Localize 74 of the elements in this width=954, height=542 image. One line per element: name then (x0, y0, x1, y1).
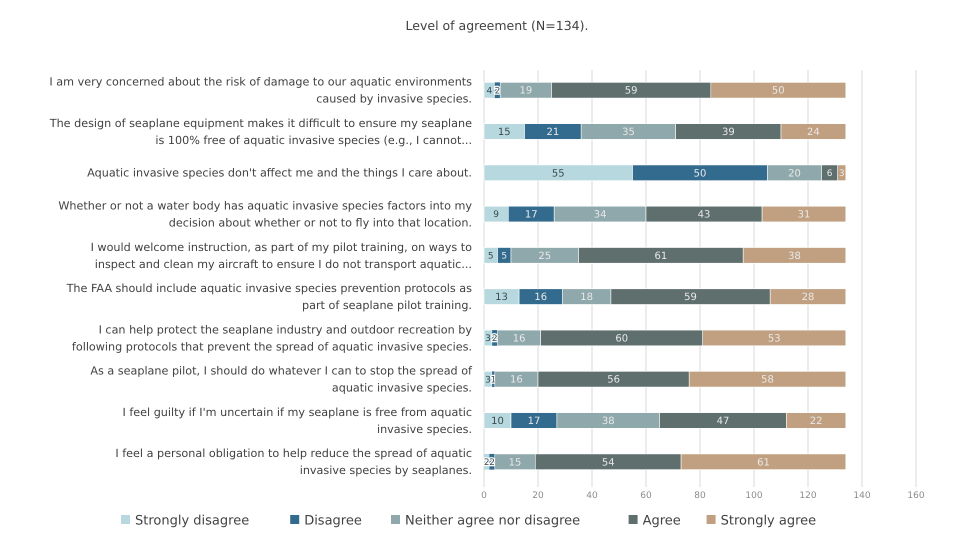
data-label: 28 (802, 292, 814, 304)
data-label: 31 (798, 210, 810, 221)
data-label: 20 (788, 168, 801, 180)
legend-label: Strongly agree (720, 514, 816, 529)
data-label: 58 (761, 374, 774, 386)
data-label: 16 (512, 333, 526, 344)
data-label: 3 (485, 334, 491, 344)
data-label: 2 (494, 86, 500, 96)
data-label: 25 (538, 250, 552, 262)
data-label: 18 (580, 292, 593, 304)
legend-label: Strongly disagree (135, 514, 250, 529)
y-tick-label: I can help protect the seaplane industry and outdoor recreation by following protocols that prevent the spread of aquatic invasive species. (72, 323, 472, 354)
data-label: 2 (489, 458, 495, 468)
data-label: 38 (602, 416, 615, 427)
y-tick-label: I feel a personal obligation to help reduce the spread of aquatic invasive species by seaplanes. (115, 447, 472, 478)
x-tick-label: 160 (907, 491, 925, 501)
data-label: 16 (510, 374, 523, 386)
data-label: 9 (493, 210, 500, 220)
x-tick-label: 0 (481, 491, 488, 501)
x-tick-label: 140 (853, 491, 871, 501)
data-label: 17 (528, 416, 540, 427)
x-tick-label: 120 (799, 491, 817, 501)
chart-title: Level of agreement (N=134). (406, 18, 588, 33)
data-label: 16 (534, 292, 548, 304)
data-label: 15 (508, 457, 522, 468)
data-label: 50 (694, 168, 706, 180)
data-label: 34 (594, 210, 606, 221)
data-label: 24 (807, 127, 820, 138)
data-label: 5 (488, 252, 494, 262)
data-label: 13 (495, 292, 508, 304)
data-label: 3 (838, 168, 845, 179)
data-label: 2 (492, 334, 498, 344)
x-tick-label: 100 (745, 491, 763, 501)
data-label: 61 (757, 457, 770, 468)
data-label: 4 (486, 86, 493, 96)
data-label: 2 (484, 458, 490, 468)
y-tick-label: I am very concerned about the risk of damage to our aquatic environments caused by invasive species. (49, 76, 472, 106)
data-label: 43 (698, 210, 710, 221)
x-tick-label: 60 (640, 491, 652, 501)
legend-label: Agree (642, 514, 681, 529)
data-label: 53 (768, 333, 781, 344)
y-tick-label: As a seaplane pilot, I should do whatever I can to stop the spread of aquatic invasive species. (90, 364, 474, 395)
data-label: 56 (607, 374, 620, 386)
data-label: 21 (546, 127, 560, 138)
x-tick-label: 20 (532, 491, 544, 501)
x-tick-label: 80 (694, 491, 706, 501)
legend-label: Neither agree nor disagree (405, 514, 580, 529)
data-label: 47 (716, 416, 730, 427)
data-label: 61 (654, 250, 668, 262)
data-label: 39 (722, 127, 735, 138)
data-label: 60 (615, 333, 628, 344)
data-label: 6 (826, 168, 833, 179)
data-label: 17 (524, 210, 538, 221)
data-label: 54 (602, 457, 615, 468)
data-label: 59 (624, 86, 638, 97)
data-label: 10 (491, 416, 504, 427)
data-label: 35 (622, 127, 635, 138)
data-label: 3 (485, 375, 491, 386)
y-tick-label: I would welcome instruction, as part of my pilot training, on ways to inspect and clean my aircraft to ensure I do not transport aquatic... (90, 240, 472, 271)
data-label: 22 (810, 416, 822, 427)
data-label: 59 (684, 292, 697, 304)
legend-label: Disagree (304, 514, 362, 529)
y-tick-label: The design of seaplane equipment makes it difficult to ensure my seaplane is 100% free of aquatic invasive species (e.g., I cannot... (48, 116, 472, 147)
x-tick-label: 40 (586, 491, 598, 501)
data-label: 15 (498, 127, 511, 138)
y-tick-label: Aquatic invasive species don't affect me and the things I care about. (87, 166, 472, 180)
data-label: 38 (788, 250, 801, 262)
data-label: 19 (519, 86, 532, 97)
data-label: 5 (501, 252, 508, 262)
data-label: 55 (552, 168, 565, 180)
y-tick-label: The FAA should include aquatic invasive species prevention protocols as part of seaplane pilot training. (66, 282, 472, 312)
data-label: 50 (772, 86, 785, 97)
y-tick-label: Whether or not a water body has aquatic invasive species factors into my decision about whether or not to fly into that location. (58, 199, 472, 230)
y-tick-label: I feel guilty if I'm uncertain if my seaplane is free from aquatic invasive species. (122, 406, 472, 436)
